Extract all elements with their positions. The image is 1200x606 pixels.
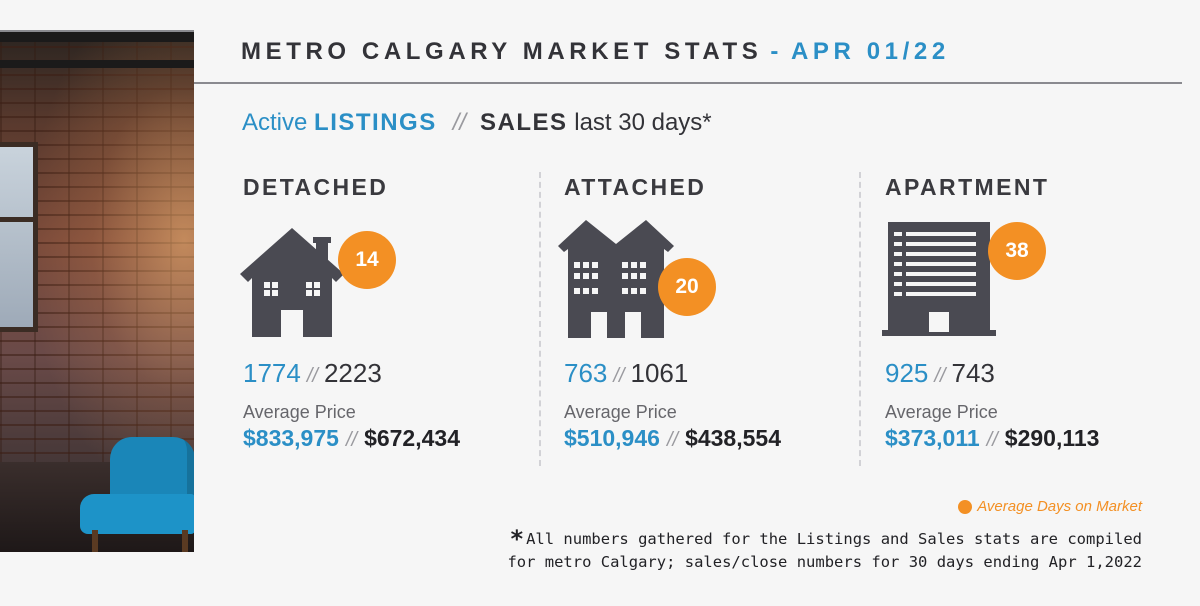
column-heading: DETACHED: [243, 174, 389, 200]
days-on-market-badge: 20: [658, 258, 716, 316]
subtitle-sales: SALES: [480, 109, 568, 136]
header-top-rule: [0, 30, 194, 32]
armchair-seat: [80, 494, 194, 534]
sales-count: 1061: [630, 358, 689, 388]
listing-sales-counts: 763//1061: [564, 358, 688, 389]
legend-dot-icon: [958, 499, 973, 514]
column-detached: DETACHED 14 1774//2223 Average Price $83…: [240, 174, 543, 451]
days-on-market-badge: 38: [988, 222, 1046, 280]
ceiling-beam: [0, 60, 194, 68]
price-slash: //: [345, 429, 358, 451]
active-listings-count: 925: [885, 358, 929, 388]
column-divider: [859, 172, 861, 466]
title-text: METRO CALGARY MARKET STATS: [241, 38, 763, 65]
title-separator: -: [770, 38, 783, 65]
listing-sales-counts: 1774//2223: [243, 358, 382, 389]
price-slash: //: [666, 429, 679, 451]
subtitle-listings: LISTINGS: [314, 109, 437, 136]
title-date: APR 01/22: [790, 38, 950, 65]
asterisk-icon: *: [509, 525, 525, 553]
count-slash: //: [306, 365, 318, 387]
townhouse-icon: [558, 220, 674, 338]
days-on-market-legend: Average Days on Market: [958, 498, 1142, 515]
active-listings-count: 763: [564, 358, 608, 388]
house-icon: [240, 228, 344, 337]
listing-sales-counts: 925//743: [885, 358, 995, 389]
armchair-leg: [92, 530, 98, 552]
average-price-active: $833,975: [243, 425, 339, 451]
average-price-label: Average Price: [885, 402, 998, 422]
sales-count: 2223: [323, 358, 382, 388]
armchair-leg: [182, 530, 188, 552]
brick-interior-photo: [0, 32, 194, 552]
count-slash: //: [934, 365, 946, 387]
average-price-active: $373,011: [885, 425, 980, 451]
footnote-text-1: All numbers gathered for the Listings an…: [526, 530, 1142, 548]
subtitle-active: Active: [242, 109, 308, 136]
column-apartment: APARTMENT 38 925//743 Average Price $373…: [882, 174, 1185, 451]
price-slash: //: [986, 429, 998, 451]
average-price-label: Average Price: [564, 402, 677, 422]
average-prices: $373,011 // $290,113: [885, 425, 1099, 452]
subtitle-slashes: //: [452, 109, 467, 136]
column-divider: [539, 172, 541, 466]
average-price-active: $510,946: [564, 425, 660, 451]
average-prices: $510,946 // $438,554: [564, 425, 781, 452]
average-prices: $833,975 // $672,434: [243, 425, 460, 452]
ceiling-beam: [0, 32, 194, 42]
average-price-sales: $672,434: [364, 425, 460, 451]
column-attached: ATTACHED 20 763//1061 Average Price $510…: [558, 174, 864, 451]
active-listings-count: 1774: [243, 358, 301, 388]
column-heading: APARTMENT: [885, 174, 1050, 200]
apartment-building-icon: [882, 222, 996, 336]
legend-label: Average Days on Market: [977, 498, 1142, 515]
subtitle-period: last 30 days*: [574, 109, 712, 136]
count-slash: //: [613, 365, 625, 387]
footnote-line-2: for metro Calgary; sales/close numbers f…: [507, 553, 1142, 571]
header-underline: [194, 82, 1182, 84]
days-on-market-badge: 14: [338, 231, 396, 289]
window: [0, 142, 38, 332]
average-price-sales: $290,113: [1004, 425, 1100, 451]
column-heading: ATTACHED: [564, 174, 707, 200]
sales-count: 743: [951, 358, 995, 388]
average-price-label: Average Price: [243, 402, 356, 422]
footnote: * All numbers gathered for the Listings a…: [507, 525, 1142, 574]
footnote-line-1: * All numbers gathered for the Listings a…: [507, 525, 1142, 553]
section-subtitle: Active LISTINGS // SALES last 30 days*: [242, 109, 712, 137]
average-price-sales: $438,554: [685, 425, 781, 451]
page-title: METRO CALGARY MARKET STATS - APR 01/22: [241, 38, 950, 66]
